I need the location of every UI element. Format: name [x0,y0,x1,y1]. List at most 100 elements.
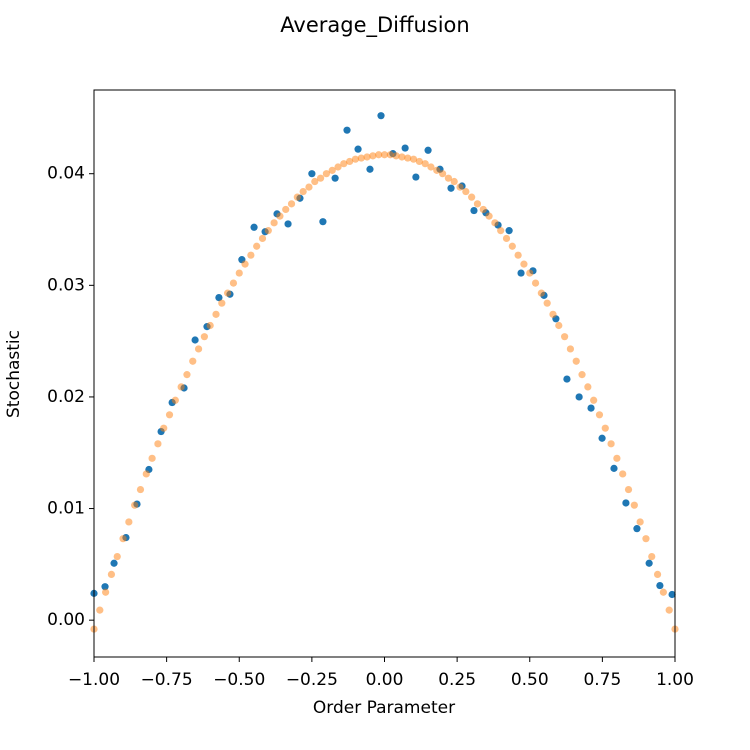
y-tick-label: 0.01 [47,499,85,519]
point [595,411,604,419]
x-tick-label: 1.00 [656,670,694,690]
chart-title: Average_Diffusion [280,13,469,38]
point [369,152,377,160]
x-tick-label: 0.00 [366,670,404,690]
point [575,393,583,401]
point [328,166,336,174]
point [502,234,511,243]
point [131,501,139,509]
point [322,170,330,178]
point [473,200,482,208]
point [331,174,339,182]
point [177,383,185,391]
point [282,205,290,214]
point [142,470,150,478]
point [253,242,261,250]
point [497,227,505,235]
x-tick-label: −0.25 [286,670,338,690]
point [450,177,458,186]
point [293,193,301,201]
point [235,269,243,277]
point [508,242,516,250]
point [113,552,121,561]
y-tick-label: 0.04 [47,164,85,184]
point [531,279,540,287]
x-tick-label: 0.25 [438,670,476,690]
y-tick-label: 0.02 [47,387,85,407]
point [633,525,641,533]
point [668,590,676,599]
point [392,152,400,160]
point [375,151,383,159]
point [101,583,109,591]
point [366,165,374,173]
x-axis-label: Order Parameter [313,698,455,718]
point [316,174,325,182]
point [590,396,598,404]
point [485,212,493,220]
x-tick-label: −0.75 [141,670,193,690]
point [363,153,371,161]
point [427,163,435,171]
point [212,310,220,318]
y-tick-label: 0.00 [47,610,85,630]
point [624,485,633,494]
point [351,155,360,163]
point [276,212,284,220]
point [505,227,513,235]
point [125,518,133,526]
point [224,289,232,297]
point [183,371,191,379]
point [470,206,478,215]
point [206,321,214,330]
point [587,404,595,412]
point [566,345,575,353]
point [584,383,592,391]
point [241,260,249,268]
point [102,588,110,596]
point [543,299,551,307]
point [514,251,522,259]
y-tick-label: 0.03 [47,275,85,295]
point [433,166,441,174]
point [479,205,487,214]
point [171,396,179,404]
point [136,485,145,494]
point [491,219,499,227]
point [346,157,354,166]
point [630,501,638,509]
point [218,299,226,307]
point [424,146,432,154]
point [154,440,162,448]
point [613,454,621,462]
point [194,345,203,353]
point [308,170,316,178]
point [456,183,464,191]
point [409,155,418,163]
point [160,424,168,432]
point [264,227,272,235]
point [578,371,586,379]
point [284,220,292,228]
point [380,151,389,159]
x-tick-label: 0.50 [511,670,549,690]
point [610,464,618,472]
point [468,193,476,201]
point [377,112,385,120]
y-axis-label: Stochastic [4,330,24,418]
point [619,470,627,478]
point [110,559,118,567]
point [607,440,615,448]
point [343,126,351,134]
point [148,454,156,462]
point [659,588,667,596]
point [563,375,571,383]
point [622,499,630,507]
point [447,184,455,192]
point [439,170,447,178]
point [398,153,406,161]
point [119,535,127,543]
point [636,518,644,526]
point [598,434,606,442]
